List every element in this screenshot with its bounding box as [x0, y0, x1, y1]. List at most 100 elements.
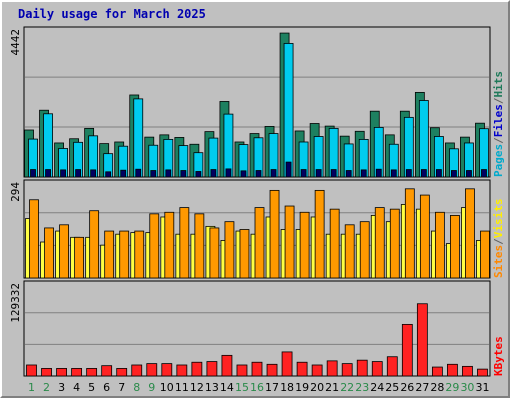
x-day-label-14: 14: [220, 381, 234, 394]
bar-kbytes-kbytes-day-7: [116, 368, 128, 377]
bar-sites-visits-sites-day-12: [194, 213, 205, 279]
bar-pages-files-hits-pages-day-18: [285, 161, 292, 178]
x-day-label-12: 12: [190, 381, 204, 394]
bar-pages-files-hits-pages-day-9: [150, 170, 157, 178]
x-day-label-13: 13: [205, 381, 219, 394]
bar-kbytes-kbytes-day-21: [326, 360, 338, 377]
bar-kbytes-kbytes-day-3: [56, 368, 67, 377]
legend-item-visits: Visits: [492, 199, 505, 239]
bar-kbytes-kbytes-day-13: [206, 361, 218, 377]
bar-sites-visits-sites-day-16: [254, 207, 265, 279]
bar-pages-files-hits-pages-day-7: [120, 169, 127, 178]
x-day-label-31: 31: [475, 381, 489, 394]
x-day-label-21: 21: [325, 381, 339, 394]
x-day-label-30: 30: [460, 381, 474, 394]
bar-sites-visits-sites-day-28: [434, 211, 445, 279]
bar-sites-visits-sites-day-20: [314, 189, 325, 279]
bar-pages-files-hits-files-day-18: [283, 43, 294, 178]
bar-kbytes-kbytes-day-19: [296, 361, 308, 377]
bar-sites-visits-sites-day-17: [269, 189, 280, 279]
x-day-label-11: 11: [175, 381, 189, 394]
bar-sites-visits-sites-day-5: [89, 210, 100, 279]
y-tick-label-sites-visits: 294: [9, 182, 22, 202]
bar-kbytes-kbytes-day-17: [266, 363, 278, 377]
bar-sites-visits-sites-day-9: [149, 213, 160, 279]
bar-sites-visits-sites-day-14: [224, 221, 235, 279]
x-day-label-6: 6: [103, 381, 110, 394]
bar-pages-files-hits-pages-day-24: [375, 168, 382, 178]
bar-sites-visits-sites-day-3: [59, 224, 69, 279]
bar-kbytes-kbytes-day-2: [41, 368, 52, 377]
legend-item-hits: Hits: [492, 71, 505, 98]
bar-sites-visits-sites-day-15: [239, 229, 250, 279]
legend-separator: /: [492, 137, 505, 144]
bar-pages-files-hits-pages-day-2: [45, 169, 51, 178]
bar-sites-visits-sites-day-19: [299, 211, 310, 279]
legend-separator: /: [492, 238, 505, 245]
bar-kbytes-kbytes-day-20: [311, 364, 323, 377]
x-day-label-10: 10: [160, 381, 174, 394]
x-day-label-5: 5: [88, 381, 95, 394]
x-day-label-24: 24: [370, 381, 384, 394]
bar-kbytes-kbytes-day-10: [161, 363, 173, 377]
bar-kbytes-kbytes-day-23: [356, 359, 368, 377]
bar-pages-files-hits-pages-day-30: [466, 170, 472, 178]
bar-pages-files-hits-pages-day-1: [30, 169, 36, 178]
bar-pages-files-hits-pages-day-13: [210, 169, 217, 178]
bar-kbytes-kbytes-day-22: [341, 363, 353, 377]
bar-sites-visits-sites-day-29: [450, 215, 460, 279]
bar-pages-files-hits-pages-day-5: [90, 169, 97, 178]
bar-sites-visits-sites-day-21: [329, 208, 340, 279]
bar-kbytes-kbytes-day-15: [236, 364, 248, 377]
bar-pages-files-hits-pages-day-12: [195, 171, 202, 178]
bar-pages-files-hits-pages-day-19: [300, 169, 307, 178]
bar-sites-visits-sites-day-2: [44, 227, 54, 279]
bar-sites-visits-sites-day-30: [465, 188, 475, 279]
bar-sites-visits-sites-day-31: [480, 230, 490, 279]
bar-kbytes-kbytes-day-31: [477, 368, 488, 377]
y-tick-label-kbytes: 129332: [9, 283, 22, 323]
bar-pages-files-hits-pages-day-29: [451, 170, 457, 178]
legend-pages-files-hits: Pages/Files/Hits: [492, 71, 505, 177]
bar-sites-visits-sites-day-18: [284, 205, 295, 279]
x-day-label-25: 25: [385, 381, 399, 394]
bar-kbytes-kbytes-day-8: [131, 364, 143, 377]
bar-kbytes-kbytes-day-4: [71, 368, 83, 377]
x-day-label-1: 1: [28, 381, 35, 394]
bar-kbytes-kbytes-day-18: [281, 351, 293, 377]
bar-kbytes-kbytes-day-24: [371, 361, 383, 377]
bar-kbytes-kbytes-day-16: [251, 361, 263, 377]
bar-pages-files-hits-pages-day-10: [165, 169, 172, 178]
bar-pages-files-hits-pages-day-26: [405, 169, 412, 178]
x-day-label-20: 20: [310, 381, 324, 394]
x-day-label-9: 9: [148, 381, 155, 394]
bar-pages-files-hits-files-day-27: [418, 100, 429, 178]
x-day-label-2: 2: [43, 381, 50, 394]
x-day-label-4: 4: [73, 381, 80, 394]
x-day-label-16: 16: [250, 381, 264, 394]
bar-kbytes-kbytes-day-12: [191, 361, 203, 377]
x-day-label-26: 26: [400, 381, 414, 394]
x-day-label-15: 15: [235, 381, 249, 394]
bar-kbytes-kbytes-day-1: [26, 364, 37, 377]
bar-kbytes-kbytes-day-29: [447, 363, 458, 377]
bar-sites-visits-sites-day-6: [104, 230, 115, 279]
legend-kbytes: KBytes: [492, 336, 505, 376]
bar-pages-files-hits-files-day-14: [223, 113, 234, 178]
bar-pages-files-hits-pages-day-17: [270, 169, 277, 178]
bar-pages-files-hits-pages-day-6: [105, 171, 112, 178]
x-day-label-18: 18: [280, 381, 294, 394]
x-day-label-27: 27: [415, 381, 429, 394]
bar-sites-visits-sites-day-11: [179, 207, 190, 279]
bar-kbytes-kbytes-day-30: [462, 365, 473, 377]
bar-pages-files-hits-pages-day-20: [315, 169, 322, 178]
legend-item-sites: Sites: [492, 245, 505, 278]
bar-pages-files-hits-files-day-26: [403, 116, 414, 178]
x-day-label-28: 28: [430, 381, 444, 394]
legend-item-pages: Pages: [492, 144, 505, 177]
bar-pages-files-hits-pages-day-15: [240, 170, 247, 178]
bar-kbytes-kbytes-day-26: [401, 323, 413, 377]
chart-title: Daily usage for March 2025: [18, 7, 206, 21]
x-day-label-19: 19: [295, 381, 309, 394]
